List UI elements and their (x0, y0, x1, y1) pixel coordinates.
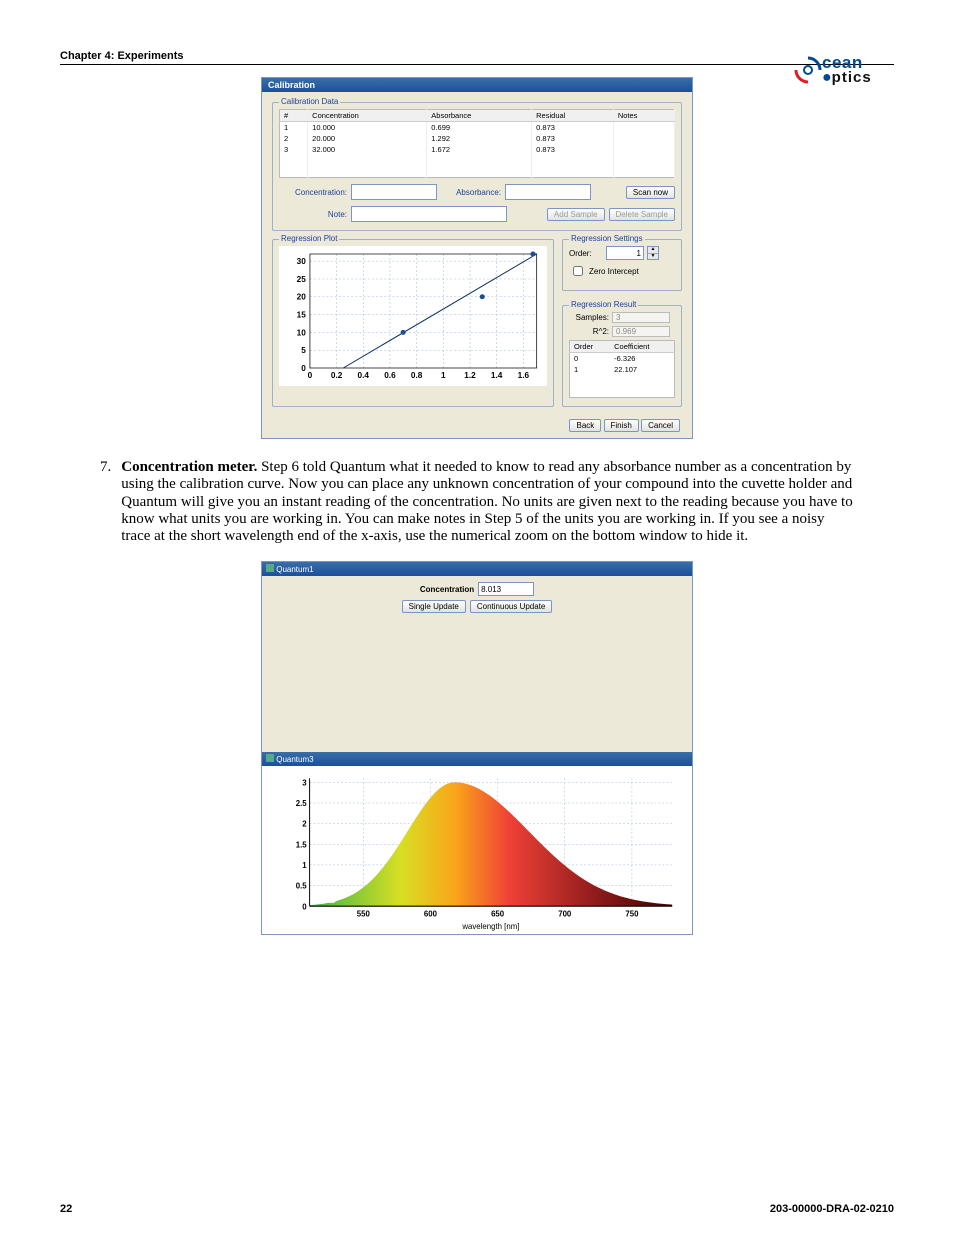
step7-paragraph: 7. Concentration meter. Step 6 told Quan… (100, 459, 854, 545)
regression-result-fieldset: Regression Result Samples: 3 R^2: 0.969 … (562, 305, 682, 407)
svg-text:25: 25 (297, 275, 307, 284)
svg-text:3: 3 (302, 778, 307, 787)
svg-text:1.6: 1.6 (518, 371, 530, 380)
table-row: 122.107 (570, 364, 675, 375)
samples-value: 3 (612, 312, 670, 323)
order-spinner[interactable]: ▲▼ (647, 246, 659, 260)
note-input[interactable] (351, 206, 507, 222)
order-label: Order: (569, 249, 603, 258)
delete-sample-button[interactable]: Delete Sample (609, 208, 675, 221)
svg-text:2.5: 2.5 (296, 799, 307, 808)
note-label: Note: (279, 210, 347, 219)
quantum-window: Quantum1 Concentration Single Update Con… (261, 561, 693, 935)
absorbance-input[interactable] (505, 184, 591, 200)
zero-intercept-label: Zero Intercept (589, 267, 639, 276)
svg-text:650: 650 (491, 910, 505, 919)
table-header: Absorbance (427, 110, 532, 122)
finish-button[interactable]: Finish (604, 419, 639, 432)
svg-text:0.5: 0.5 (296, 882, 307, 891)
spectrum-chart: 3 2.5 2 1.5 1 0.5 0 550 600 650 700 750 wavelength [… (262, 766, 692, 934)
table-row[interactable]: 220.0001.2920.873 (280, 133, 675, 144)
calibration-data-legend: Calibration Data (279, 97, 340, 106)
quantum3-title: Quantum3 (276, 755, 313, 764)
conc-value-input[interactable] (478, 582, 534, 596)
svg-text:550: 550 (357, 910, 371, 919)
svg-text:1.5: 1.5 (296, 840, 307, 849)
svg-text:1.4: 1.4 (491, 371, 503, 380)
svg-text:20: 20 (297, 293, 307, 302)
logo: cean●ptics (794, 55, 894, 86)
svg-text:0.4: 0.4 (358, 371, 370, 380)
quantum1-title: Quantum1 (276, 565, 313, 574)
zero-intercept-checkbox[interactable] (573, 266, 583, 276)
svg-text:2: 2 (302, 820, 307, 829)
svg-text:5: 5 (301, 346, 306, 355)
back-button[interactable]: Back (569, 419, 601, 432)
r2-value: 0.969 (612, 326, 670, 337)
svg-text:700: 700 (558, 910, 572, 919)
svg-text:30: 30 (297, 257, 307, 266)
regression-plot-legend: Regression Plot (279, 234, 339, 243)
svg-text:600: 600 (424, 910, 438, 919)
table-header: Concentration (308, 110, 427, 122)
coefficient-table: OrderCoefficient 0-6.326122.107 (569, 340, 675, 398)
quantum3-titlebar: Quantum3 (262, 752, 692, 766)
page-number: 22 (60, 1203, 72, 1215)
svg-text:0: 0 (301, 364, 306, 373)
absorbance-label: Absorbance: (441, 188, 501, 197)
svg-text:1: 1 (302, 861, 307, 870)
svg-text:0: 0 (308, 371, 313, 380)
r2-label: R^2: (569, 327, 609, 336)
table-header: # (280, 110, 308, 122)
calibration-window: Calibration Calibration Data #Concentrat… (261, 77, 693, 439)
svg-text:wavelength [nm]: wavelength [nm] (461, 922, 519, 931)
chapter-heading: Chapter 4: Experiments (60, 50, 894, 62)
quantum1-titlebar: Quantum1 (262, 562, 692, 576)
svg-text:1: 1 (441, 371, 446, 380)
svg-text:1.2: 1.2 (464, 371, 476, 380)
concentration-label: Concentration: (279, 188, 347, 197)
svg-text:0.2: 0.2 (331, 371, 343, 380)
regression-plot: 30 25 20 15 10 5 00 0.2 0.4 0.6 0.8 1 1.2 1.4 1.6 (279, 246, 547, 386)
samples-label: Samples: (569, 313, 609, 322)
svg-text:0: 0 (302, 902, 307, 911)
table-header: Notes (613, 110, 674, 122)
step-number: 7. (100, 459, 121, 545)
calibration-data-fieldset: Calibration Data #ConcentrationAbsorbanc… (272, 102, 682, 231)
svg-text:0.6: 0.6 (384, 371, 396, 380)
svg-text:0.8: 0.8 (411, 371, 423, 380)
doc-number: 203-00000-DRA-02-0210 (770, 1203, 894, 1215)
step-title: Concentration meter. (121, 459, 257, 475)
header-rule (60, 64, 894, 65)
calibration-titlebar: Calibration (262, 78, 692, 92)
svg-text:750: 750 (625, 910, 639, 919)
conc-label: Concentration (420, 585, 474, 594)
regression-plot-fieldset: Regression Plot 30252015105000.20.40.60.… (272, 239, 554, 407)
continuous-update-button[interactable]: Continuous Update (470, 600, 553, 613)
add-sample-button[interactable]: Add Sample (547, 208, 605, 221)
logo-swirl-icon (794, 56, 822, 84)
scan-button[interactable]: Scan now (626, 186, 675, 199)
table-row[interactable]: 110.0000.6990.873 (280, 122, 675, 134)
logo-text-bottom: ptics (832, 69, 872, 86)
cancel-button[interactable]: Cancel (641, 419, 680, 432)
regression-settings-legend: Regression Settings (569, 234, 645, 243)
single-update-button[interactable]: Single Update (402, 600, 466, 613)
regression-settings-fieldset: Regression Settings Order: ▲▼ Zero Inter… (562, 239, 682, 291)
concentration-input[interactable] (351, 184, 437, 200)
regression-result-legend: Regression Result (569, 300, 638, 309)
svg-text:10: 10 (297, 328, 307, 337)
svg-text:15: 15 (297, 311, 307, 320)
calibration-table: #ConcentrationAbsorbanceResidualNotes 11… (279, 109, 675, 178)
table-header: Residual (532, 110, 614, 122)
table-row: 0-6.326 (570, 353, 675, 365)
table-row[interactable]: 332.0001.6720.873 (280, 144, 675, 155)
concentration-panel: Concentration Single Update Continuous U… (262, 576, 692, 752)
order-input[interactable] (606, 246, 644, 260)
